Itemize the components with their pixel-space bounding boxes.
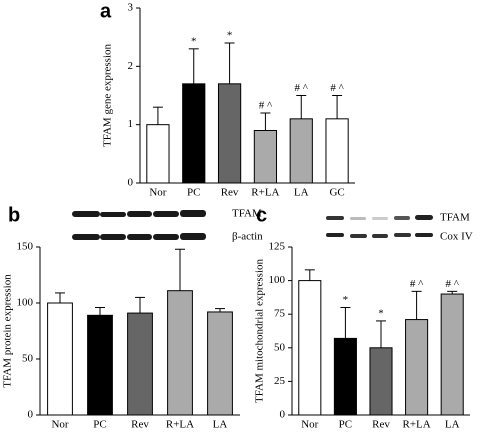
x-tick-label: PC — [339, 419, 352, 431]
bar — [167, 290, 193, 416]
y-tick-label: 50 — [274, 341, 286, 353]
bar — [289, 118, 313, 184]
bar — [207, 311, 233, 416]
y-tick-label: 0 — [128, 177, 134, 189]
bar — [440, 293, 464, 416]
x-tick-label: Nor — [51, 419, 68, 431]
panel-letter: b — [8, 204, 20, 226]
y-tick-label: 125 — [269, 241, 286, 253]
bar — [127, 312, 153, 416]
significance-label: # ^ — [259, 100, 273, 112]
x-tick-label: R+LA — [251, 187, 279, 199]
y-tick-label: 150 — [17, 241, 34, 253]
bar — [325, 118, 349, 184]
x-tick-label: LA — [445, 419, 460, 431]
blot-b — [72, 210, 206, 240]
significance-label: # ^ — [410, 278, 424, 290]
y-axis-label: TFAM gene expression — [102, 43, 114, 147]
blot-label: TFAM — [440, 212, 470, 224]
x-tick-label: Nor — [301, 419, 318, 431]
panel-letter: a — [100, 0, 112, 22]
significance-label: * — [343, 294, 349, 306]
significance-label: * — [378, 307, 384, 319]
y-axis-label: TFAM mitochondrial expression — [254, 259, 266, 403]
y-tick-label: 0 — [28, 409, 34, 421]
bar — [47, 302, 73, 416]
x-tick-label: PC — [187, 187, 200, 199]
y-tick-label: 2 — [128, 60, 134, 72]
bar — [182, 83, 206, 184]
bar — [253, 130, 278, 184]
x-tick-label: LA — [294, 187, 309, 199]
y-tick-label: 25 — [274, 375, 286, 387]
bar — [146, 124, 170, 184]
x-tick-label: R+LA — [402, 419, 430, 431]
panel-letter: c — [256, 204, 267, 226]
y-tick-label: 100 — [269, 274, 286, 286]
y-axis-label: TFAM protein expression — [2, 274, 14, 388]
y-tick-label: 0 — [280, 409, 286, 421]
bar — [405, 319, 429, 416]
y-tick-label: 1 — [128, 118, 134, 130]
x-tick-label: LA — [213, 419, 228, 431]
significance-label: # ^ — [295, 82, 309, 94]
bar — [217, 83, 242, 184]
y-tick-label: 50 — [22, 353, 34, 365]
blot-c — [326, 215, 433, 238]
x-tick-label: Rev — [372, 419, 390, 431]
x-tick-label: PC — [93, 419, 106, 431]
significance-label: * — [191, 35, 197, 47]
blot-label: TFAM — [232, 208, 262, 220]
significance-label: # ^ — [445, 278, 459, 290]
x-tick-label: Rev — [131, 419, 149, 431]
y-tick-label: 75 — [274, 308, 286, 320]
bar — [87, 314, 113, 416]
x-tick-label: Nor — [149, 187, 166, 199]
blot-label: β-actin — [232, 231, 263, 243]
bar — [369, 347, 393, 416]
significance-label: * — [227, 30, 233, 42]
x-tick-label: Rev — [221, 187, 239, 199]
y-tick-label: 3 — [128, 2, 134, 14]
x-tick-label: R+LA — [166, 419, 194, 431]
y-tick-label: 100 — [17, 297, 34, 309]
bar — [298, 280, 322, 416]
significance-label: # ^ — [330, 82, 344, 94]
blot-label: Cox IV — [440, 231, 473, 243]
bar — [333, 337, 357, 416]
x-tick-label: GC — [329, 187, 344, 199]
